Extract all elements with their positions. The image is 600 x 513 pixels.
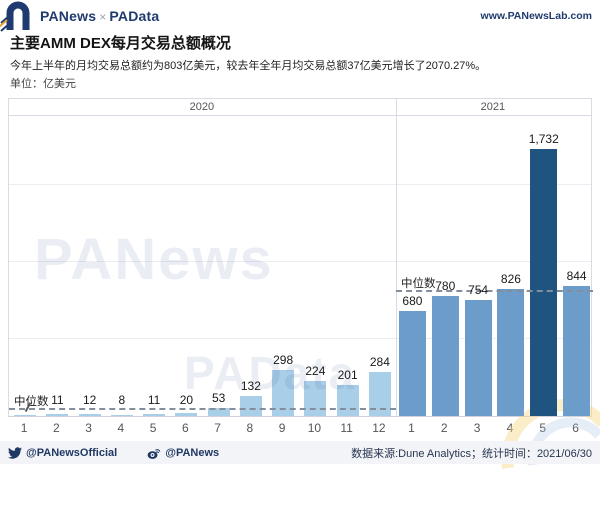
panews-logo-icon	[0, 1, 30, 32]
bar-value-label: 680	[402, 294, 423, 309]
brand-panews: PANews	[40, 8, 97, 24]
footer-bar: @PANewsOfficial @PANews 数据来源:Dune Analyt…	[0, 441, 600, 464]
bar-value-label: 20	[179, 393, 194, 407]
twitter-icon	[8, 446, 22, 459]
bar-2021-m3	[464, 299, 492, 416]
website-url[interactable]: www.PANewsLab.com	[480, 10, 592, 22]
median-label-2021: 中位数	[401, 278, 436, 291]
bar-2021-m1	[398, 311, 426, 416]
bar-value-label: 8	[118, 393, 126, 407]
year-band: 2020 2021	[9, 99, 591, 116]
bar-value-label: 826	[500, 271, 521, 286]
bar-2020-m8	[239, 395, 262, 416]
year-label-2021: 2021	[480, 101, 506, 113]
chart-subtitle: 今年上半年的月均交易总额约为803亿美元，较去年全年月均交易总额37亿美元增长了…	[10, 60, 487, 72]
bar-value-label: 1,732	[528, 132, 559, 147]
bar-2020-m7	[207, 407, 230, 416]
bar-2021-m2	[431, 295, 459, 416]
x-tick-2020-5: 5	[149, 421, 157, 435]
x-tick-2020-3: 3	[85, 421, 92, 435]
median-line-2021	[396, 290, 593, 293]
bar-chart: 2020 2021 11 12 8 11 20 53 132 298 224 201 284 中位数 680…	[8, 98, 593, 438]
x-tick-2021-2: 2	[440, 421, 448, 435]
brand-lockup: PANews × PAData	[40, 8, 159, 24]
x-tick-2020-8: 8	[246, 421, 254, 435]
weibo-icon	[147, 448, 161, 459]
bar-value-label: 53	[211, 390, 226, 405]
bar-2020-m6	[175, 412, 198, 416]
bar-2021-m4	[497, 288, 525, 416]
bar-value-label: 12	[82, 393, 97, 407]
weibo-handle[interactable]: @PANews	[147, 446, 219, 460]
x-tick-2020-4: 4	[117, 421, 125, 435]
brand-padata: PAData	[109, 8, 160, 24]
plot-area: 2020 2021 11 12 8 11 20 53 132 298 224 201 284 中位数 680…	[8, 98, 593, 417]
bar-value-label: 224	[305, 364, 326, 379]
x-tick-2021-6: 6	[572, 421, 579, 435]
x-tick-2020-2: 2	[53, 421, 60, 435]
bar-value-label: 844	[566, 268, 587, 283]
x-tick-2020-6: 6	[182, 421, 189, 435]
gridline-1500	[9, 183, 591, 185]
year-divider	[396, 99, 397, 416]
bar-2021-m5	[530, 149, 558, 416]
median-label-2020: 中位数	[14, 396, 49, 409]
x-tick-2020-9: 9	[278, 421, 286, 435]
bar-2020-m2	[46, 414, 69, 416]
x-tick-2020-12: 12	[372, 421, 386, 435]
x-tick-2020-1: 1	[20, 421, 28, 435]
twitter-handle-text: @PANewsOfficial	[26, 446, 118, 459]
twitter-handle[interactable]: @PANewsOfficial	[8, 446, 117, 460]
gridline-500	[9, 337, 591, 339]
bar-2020-m5	[143, 414, 166, 416]
bar-value-label: 298	[273, 353, 294, 368]
bar-2020-m10	[304, 381, 327, 416]
x-tick-2020-10: 10	[307, 421, 322, 435]
bar-2020-m12	[368, 372, 391, 416]
bar-2020-m3	[78, 414, 101, 416]
bar-2021-m6	[563, 285, 591, 416]
unit-label: 单位：亿美元	[10, 78, 76, 90]
bar-2020-m11	[336, 385, 359, 416]
bar-2020-m4	[110, 414, 133, 416]
chart-title: 主要AMM DEX每月交易总额概况	[10, 35, 231, 52]
bar-value-label: 780	[435, 278, 456, 293]
x-tick-2021-5: 5	[539, 421, 547, 435]
x-tick-2020-7: 7	[214, 421, 221, 435]
bar-value-label: 11	[147, 393, 161, 407]
weibo-handle-text: @PANews	[165, 446, 220, 459]
x-tick-2020-11: 11	[340, 421, 353, 435]
bar-value-label: 284	[369, 355, 390, 370]
bar-value-label: 11	[51, 393, 64, 407]
x-tick-2021-4: 4	[506, 421, 514, 435]
bar-2020-m9	[272, 370, 295, 416]
x-tick-2021-3: 3	[473, 421, 481, 435]
bar-value-label: 201	[337, 368, 358, 383]
brand-separator: ×	[99, 10, 107, 24]
bar-value-label: 754	[468, 282, 489, 297]
bar-value-label: 132	[240, 378, 261, 393]
x-tick-2021-1: 1	[408, 421, 415, 435]
data-source-text: 数据来源:Dune Analytics；统计时间：2021/06/30	[351, 447, 592, 460]
bar-2020-m1	[14, 414, 37, 416]
year-label-2020: 2020	[189, 101, 215, 113]
median-line-2020	[9, 408, 396, 411]
gridline-1000	[9, 260, 591, 262]
